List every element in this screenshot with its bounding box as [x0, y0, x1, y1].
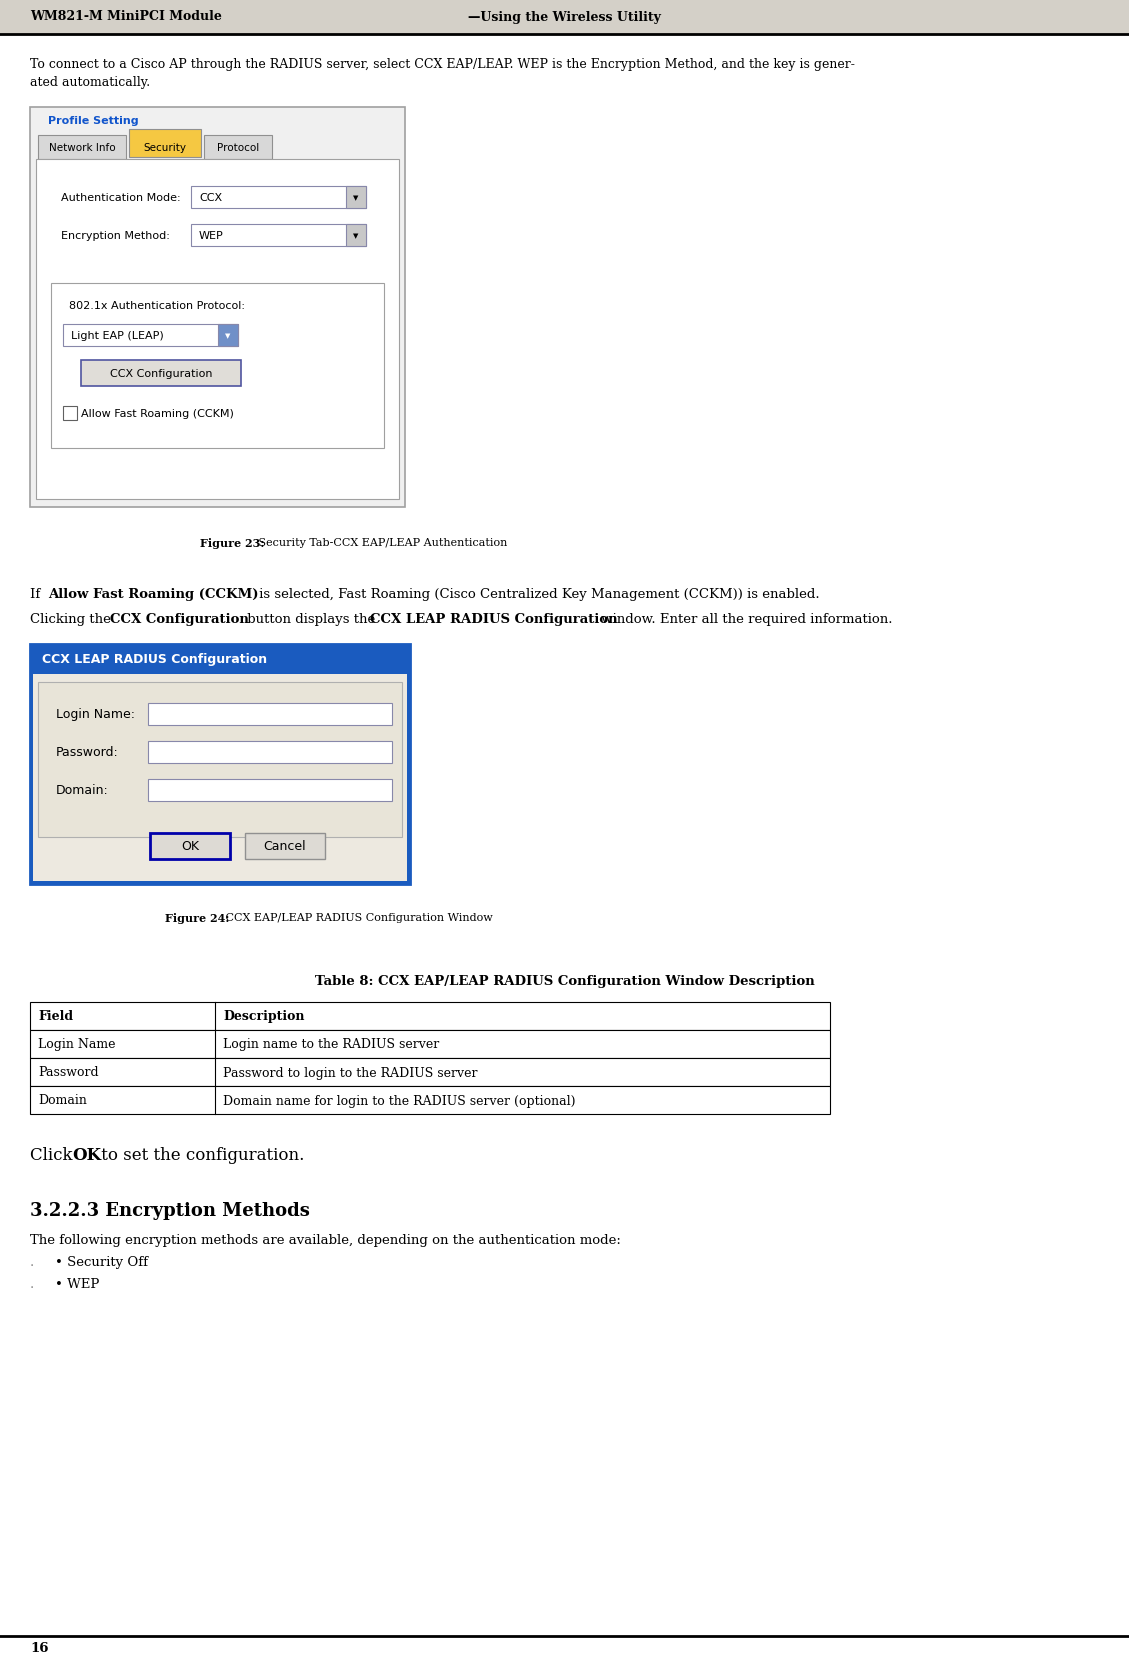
- FancyBboxPatch shape: [38, 682, 402, 837]
- Text: 16: 16: [30, 1641, 49, 1654]
- FancyBboxPatch shape: [148, 779, 392, 802]
- FancyBboxPatch shape: [191, 186, 366, 210]
- Text: WM821-M MiniPCI Module: WM821-M MiniPCI Module: [30, 10, 222, 23]
- Text: Password to login to the RADIUS server: Password to login to the RADIUS server: [224, 1067, 478, 1078]
- FancyBboxPatch shape: [81, 361, 240, 386]
- FancyBboxPatch shape: [148, 704, 392, 726]
- Text: 3.2.2.3 Encryption Methods: 3.2.2.3 Encryption Methods: [30, 1201, 309, 1220]
- Text: Allow Fast Roaming (CCKM): Allow Fast Roaming (CCKM): [49, 587, 259, 601]
- Text: is selected, Fast Roaming (Cisco Centralized Key Management (CCKM)) is enabled.: is selected, Fast Roaming (Cisco Central…: [255, 587, 820, 601]
- Text: Authentication Mode:: Authentication Mode:: [61, 193, 181, 203]
- Text: ▼: ▼: [353, 195, 359, 201]
- Text: Domain:: Domain:: [56, 784, 108, 797]
- Text: to set the configuration.: to set the configuration.: [96, 1146, 305, 1163]
- Text: CCX LEAP RADIUS Configuration: CCX LEAP RADIUS Configuration: [370, 612, 618, 626]
- Text: button displays the: button displays the: [243, 612, 379, 626]
- Text: Click: Click: [30, 1146, 78, 1163]
- FancyBboxPatch shape: [30, 1087, 830, 1115]
- Text: Security: Security: [143, 143, 186, 153]
- FancyBboxPatch shape: [30, 108, 405, 508]
- FancyBboxPatch shape: [148, 742, 392, 764]
- Text: ated automatically.: ated automatically.: [30, 77, 150, 88]
- Text: Figure 23:: Figure 23:: [200, 537, 264, 549]
- Text: Light EAP (LEAP): Light EAP (LEAP): [71, 331, 164, 341]
- FancyBboxPatch shape: [30, 644, 410, 674]
- FancyBboxPatch shape: [129, 130, 201, 158]
- Text: Domain name for login to the RADIUS server (optional): Domain name for login to the RADIUS serv…: [224, 1093, 576, 1107]
- Text: Encryption Method:: Encryption Method:: [61, 231, 169, 241]
- FancyBboxPatch shape: [36, 160, 399, 499]
- Text: Clicking the: Clicking the: [30, 612, 115, 626]
- FancyBboxPatch shape: [30, 1002, 830, 1030]
- Text: Figure 24:: Figure 24:: [165, 912, 229, 924]
- Text: CCX: CCX: [199, 193, 222, 203]
- Text: .: .: [30, 1278, 34, 1290]
- Text: window. Enter all the required information.: window. Enter all the required informati…: [597, 612, 893, 626]
- Text: Table 8: CCX EAP/LEAP RADIUS Configuration Window Description: Table 8: CCX EAP/LEAP RADIUS Configurati…: [315, 975, 814, 987]
- FancyBboxPatch shape: [218, 324, 238, 346]
- Text: Cancel: Cancel: [264, 840, 306, 854]
- Text: To connect to a Cisco AP through the RADIUS server, select CCX EAP/LEAP. WEP is : To connect to a Cisco AP through the RAD…: [30, 58, 855, 72]
- Text: Login Name: Login Name: [38, 1038, 115, 1052]
- FancyBboxPatch shape: [30, 1058, 830, 1087]
- Text: Field: Field: [38, 1010, 73, 1023]
- Text: CCX Configuration: CCX Configuration: [110, 612, 248, 626]
- FancyBboxPatch shape: [191, 225, 366, 246]
- FancyBboxPatch shape: [30, 1030, 830, 1058]
- FancyBboxPatch shape: [33, 644, 406, 882]
- FancyBboxPatch shape: [345, 186, 366, 210]
- Text: Profile Setting: Profile Setting: [49, 116, 139, 126]
- FancyBboxPatch shape: [38, 136, 126, 160]
- FancyBboxPatch shape: [63, 324, 238, 346]
- Text: 802.1x Authentication Protocol:: 802.1x Authentication Protocol:: [69, 301, 245, 311]
- Text: • WEP: • WEP: [55, 1278, 99, 1290]
- FancyBboxPatch shape: [150, 834, 230, 860]
- Text: WEP: WEP: [199, 231, 224, 241]
- Text: ▼: ▼: [353, 233, 359, 240]
- Text: —Using the Wireless Utility: —Using the Wireless Utility: [469, 10, 660, 23]
- Text: The following encryption methods are available, depending on the authentication : The following encryption methods are ava…: [30, 1233, 621, 1246]
- Text: OK: OK: [72, 1146, 100, 1163]
- FancyBboxPatch shape: [345, 225, 366, 246]
- Text: CCX Configuration: CCX Configuration: [110, 369, 212, 379]
- Text: Login Name:: Login Name:: [56, 709, 135, 721]
- FancyBboxPatch shape: [245, 834, 325, 860]
- Text: Password:: Password:: [56, 745, 119, 759]
- Text: Protocol: Protocol: [217, 143, 260, 153]
- FancyBboxPatch shape: [51, 285, 384, 449]
- Text: • Security Off: • Security Off: [55, 1255, 148, 1268]
- Text: OK: OK: [181, 840, 199, 854]
- FancyBboxPatch shape: [63, 406, 77, 421]
- Text: Network Info: Network Info: [49, 143, 115, 153]
- Text: Password: Password: [38, 1067, 98, 1078]
- Text: If: If: [30, 587, 44, 601]
- Text: CCX EAP/LEAP RADIUS Configuration Window: CCX EAP/LEAP RADIUS Configuration Window: [222, 912, 492, 922]
- Text: Login name to the RADIUS server: Login name to the RADIUS server: [224, 1038, 439, 1052]
- Text: CCX LEAP RADIUS Configuration: CCX LEAP RADIUS Configuration: [42, 652, 268, 666]
- Text: ▼: ▼: [226, 333, 230, 339]
- FancyBboxPatch shape: [0, 0, 1129, 35]
- Text: .: .: [30, 1255, 34, 1268]
- Text: Description: Description: [224, 1010, 305, 1023]
- Text: Allow Fast Roaming (CCKM): Allow Fast Roaming (CCKM): [81, 409, 234, 419]
- Text: Domain: Domain: [38, 1093, 87, 1107]
- FancyBboxPatch shape: [204, 136, 272, 160]
- FancyBboxPatch shape: [30, 644, 410, 885]
- Text: Security Tab-CCX EAP/LEAP Authentication: Security Tab-CCX EAP/LEAP Authentication: [255, 537, 507, 547]
